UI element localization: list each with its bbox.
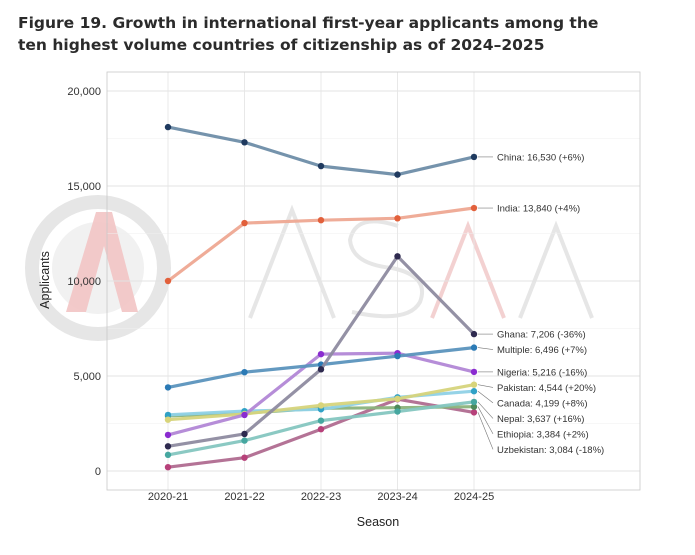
y-tick-label: 15,000 bbox=[67, 181, 101, 193]
data-point-canada bbox=[164, 411, 172, 419]
data-point-nepal bbox=[394, 408, 401, 415]
end-label-uzbekistan: Uzbekistan: 3,084 (-18%) bbox=[497, 445, 604, 456]
data-point-china bbox=[241, 139, 248, 146]
data-point-uzbekistan bbox=[470, 409, 478, 416]
data-point-pakistan bbox=[394, 395, 401, 402]
end-label-multiple: Multiple: 6,496 (+7%) bbox=[497, 345, 587, 356]
data-point-multiple bbox=[470, 344, 478, 351]
figure-title: Figure 19. Growth in international first… bbox=[18, 14, 599, 54]
end-labels: China: 16,530 (+6%) India: 13,840 (+4%) Gh… bbox=[477, 152, 604, 456]
data-point-nigeria bbox=[470, 368, 478, 376]
watermark-seal-ring bbox=[25, 195, 171, 341]
data-point-multiple bbox=[241, 369, 248, 376]
y-tick-label: 20,000 bbox=[67, 86, 101, 98]
data-point-ethiopia bbox=[470, 403, 478, 410]
data-point-ghana bbox=[394, 253, 401, 260]
data-point-pakistan bbox=[317, 402, 325, 409]
data-point-china bbox=[470, 153, 478, 161]
data-point-pakistan bbox=[470, 381, 478, 388]
x-tick-label: 2023-24 bbox=[377, 491, 417, 503]
data-point-nepal bbox=[317, 417, 325, 424]
label-leader-ethiopia bbox=[477, 406, 494, 435]
watermark-glyph-a1 bbox=[248, 204, 336, 319]
data-point-uzbekistan bbox=[241, 454, 248, 461]
data-point-india bbox=[317, 217, 325, 224]
data-point-nigeria bbox=[241, 411, 248, 419]
x-tick-label: 2021-22 bbox=[224, 491, 264, 503]
end-label-pakistan: Pakistan: 4,544 (+20%) bbox=[497, 383, 596, 394]
data-point-uzbekistan bbox=[317, 426, 325, 433]
data-point-nepal bbox=[470, 398, 478, 406]
y-tick-label: 0 bbox=[95, 466, 101, 478]
data-point-nepal bbox=[164, 451, 172, 459]
label-leader-pakistan bbox=[477, 384, 494, 388]
end-label-ghana: Ghana: 7,206 (-36%) bbox=[497, 330, 586, 341]
data-point-canada bbox=[470, 388, 478, 395]
y-tick-label: 5,000 bbox=[73, 371, 101, 383]
x-axis-title: Season bbox=[357, 515, 399, 529]
end-label-nepal: Nepal: 3,637 (+16%) bbox=[497, 414, 584, 425]
data-point-india bbox=[394, 215, 401, 222]
data-point-india bbox=[164, 277, 172, 285]
label-leader-multiple bbox=[477, 347, 494, 350]
y-axis-title: Applicants bbox=[38, 251, 52, 309]
x-tick-label: 2024-25 bbox=[454, 491, 494, 503]
plot-panel bbox=[106, 71, 641, 491]
end-label-india: India: 13,840 (+4%) bbox=[497, 204, 580, 215]
data-point-ghana bbox=[164, 443, 172, 450]
watermark-glyph-a3 bbox=[518, 220, 594, 319]
end-label-nigeria: Nigeria: 5,216 (-16%) bbox=[497, 367, 587, 378]
data-point-nepal bbox=[241, 437, 248, 444]
data-point-ghana bbox=[317, 366, 325, 373]
data-point-nigeria bbox=[317, 350, 325, 358]
data-point-multiple bbox=[164, 384, 172, 391]
label-leader-uzbekistan bbox=[477, 412, 494, 450]
data-point-china bbox=[317, 162, 325, 170]
plot-border bbox=[106, 71, 641, 491]
data-point-ghana bbox=[470, 330, 478, 338]
data-point-india bbox=[470, 204, 478, 212]
data-point-india bbox=[241, 219, 248, 227]
watermark-seal-letter bbox=[66, 212, 138, 312]
end-label-ethiopia: Ethiopia: 3,384 (+2%) bbox=[497, 429, 589, 440]
end-label-china: China: 16,530 (+6%) bbox=[497, 152, 584, 163]
watermark-glyph-a2 bbox=[430, 220, 506, 319]
tick-labels: 0 5,000 10,000 15,000 20,000 2020-21 2021-22 20… bbox=[67, 86, 494, 503]
end-label-canada: Canada: 4,199 (+8%) bbox=[497, 398, 588, 409]
series-group bbox=[164, 123, 478, 471]
x-tick-label: 2020-21 bbox=[148, 491, 188, 503]
data-point-nigeria bbox=[164, 431, 172, 439]
data-point-ghana bbox=[241, 430, 248, 438]
label-leader-nepal bbox=[477, 401, 494, 419]
data-point-uzbekistan bbox=[164, 464, 172, 471]
label-leader-canada bbox=[477, 390, 494, 404]
data-point-china bbox=[164, 123, 172, 131]
data-point-china bbox=[394, 171, 401, 178]
y-tick-label: 10,000 bbox=[67, 276, 101, 288]
watermark bbox=[25, 195, 594, 341]
x-tick-label: 2022-23 bbox=[301, 491, 341, 503]
watermark-glyph-s bbox=[347, 219, 424, 319]
data-point-pakistan bbox=[164, 416, 172, 423]
gridlines bbox=[107, 72, 640, 490]
data-point-multiple bbox=[394, 352, 401, 360]
